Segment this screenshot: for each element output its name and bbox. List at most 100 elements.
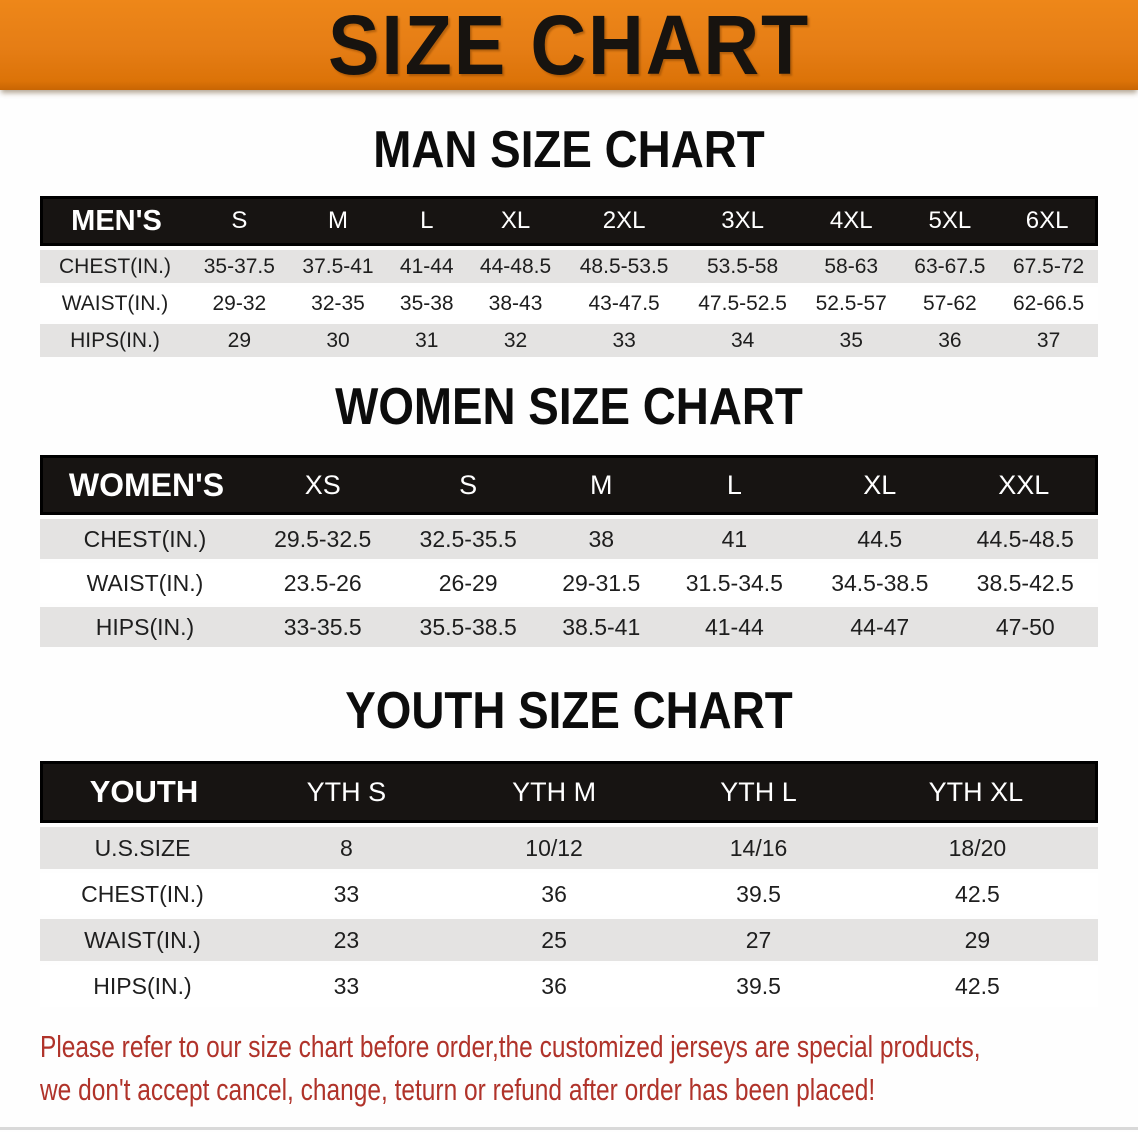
table-row: CHEST(IN.) 33 36 39.5 42.5 — [40, 873, 1098, 915]
size-value: 33-35.5 — [250, 607, 396, 647]
table-row: HIPS(IN.) 33 36 39.5 42.5 — [40, 965, 1098, 1007]
column-header: XL — [466, 196, 565, 246]
column-header: YTH L — [660, 761, 857, 823]
table-row: U.S.SIZE 8 10/12 14/16 18/20 — [40, 827, 1098, 869]
women-size-table: WOMEN'S XS S M L XL XXL CHEST(IN.) 29.5-32.5 32… — [40, 451, 1098, 651]
women-section-heading: WOMEN SIZE CHART — [335, 378, 803, 436]
size-value: 38-43 — [466, 287, 565, 320]
size-value: 43-47.5 — [564, 287, 684, 320]
size-value: 36 — [900, 324, 1000, 357]
size-value: 44.5 — [807, 519, 953, 559]
table-row: HIPS(IN.) 33-35.5 35.5-38.5 38.5-41 41-44 44-… — [40, 607, 1098, 647]
table-row: WAIST(IN.) 23 25 27 29 — [40, 919, 1098, 961]
size-value: 23.5-26 — [250, 563, 396, 603]
size-value: 44.5-48.5 — [952, 519, 1098, 559]
column-header: 6XL — [999, 196, 1098, 246]
size-value: 33 — [245, 965, 448, 1007]
size-value: 53.5-58 — [683, 250, 802, 283]
size-value: 44-47 — [807, 607, 953, 647]
row-label: HIPS(IN.) — [40, 607, 250, 647]
column-header: S — [190, 196, 289, 246]
women-corner-label: WOMEN'S — [40, 455, 250, 515]
column-header: M — [288, 196, 388, 246]
size-value: 42.5 — [856, 873, 1098, 915]
women-table-body: CHEST(IN.) 29.5-32.5 32.5-35.5 38 41 44.5 44.5… — [40, 519, 1098, 647]
size-value: 63-67.5 — [900, 250, 1000, 283]
size-value: 32-35 — [288, 287, 388, 320]
size-value: 18/20 — [856, 827, 1098, 869]
size-value: 29-32 — [190, 287, 289, 320]
row-label: HIPS(IN.) — [40, 324, 190, 357]
size-value: 39.5 — [660, 873, 857, 915]
column-header: 5XL — [900, 196, 1000, 246]
men-header-row: MEN'S S M L XL 2XL 3XL 4XL 5XL 6XL — [40, 196, 1098, 246]
bottom-edge-line — [0, 1127, 1138, 1130]
disclaimer: Please refer to our size chart before or… — [40, 1025, 1138, 1111]
youth-header-row: YOUTH YTH S YTH M YTH L YTH XL — [40, 761, 1098, 823]
column-header: XXL — [952, 455, 1098, 515]
column-header: 2XL — [564, 196, 684, 246]
size-value: 37 — [999, 324, 1098, 357]
men-table-body: CHEST(IN.) 35-37.5 37.5-41 41-44 44-48.5 48.5… — [40, 250, 1098, 357]
size-value: 30 — [288, 324, 388, 357]
size-value: 34.5-38.5 — [807, 563, 953, 603]
column-header: YTH S — [245, 761, 448, 823]
table-row: HIPS(IN.) 29 30 31 32 33 34 35 36 37 — [40, 324, 1098, 357]
column-header: L — [387, 196, 467, 246]
men-corner-label: MEN'S — [40, 196, 190, 246]
size-value: 44-48.5 — [466, 250, 565, 283]
size-value: 33 — [245, 873, 448, 915]
size-value: 67.5-72 — [999, 250, 1098, 283]
row-label: WAIST(IN.) — [40, 919, 245, 961]
size-value: 39.5 — [660, 965, 857, 1007]
row-label: WAIST(IN.) — [40, 563, 250, 603]
row-label: CHEST(IN.) — [40, 250, 190, 283]
column-header: XS — [250, 455, 396, 515]
size-value: 52.5-57 — [801, 287, 901, 320]
table-row: WAIST(IN.) 29-32 32-35 35-38 38-43 43-47.5 47.… — [40, 287, 1098, 320]
size-value: 47.5-52.5 — [683, 287, 802, 320]
column-header: S — [395, 455, 541, 515]
table-row: CHEST(IN.) 35-37.5 37.5-41 41-44 44-48.5 48.5… — [40, 250, 1098, 283]
men-size-section: MAN SIZE CHART MEN'S S M L XL 2XL 3XL 4XL 5XL 6X… — [0, 124, 1138, 361]
men-section-heading: MAN SIZE CHART — [373, 121, 765, 179]
size-value: 41 — [661, 519, 808, 559]
size-value: 41-44 — [661, 607, 808, 647]
size-value: 41-44 — [387, 250, 467, 283]
row-label: CHEST(IN.) — [40, 519, 250, 559]
youth-size-table: YOUTH YTH S YTH M YTH L YTH XL U.S.SIZE 8 10/… — [40, 757, 1098, 1011]
row-label: WAIST(IN.) — [40, 287, 190, 320]
size-value: 35 — [801, 324, 901, 357]
size-value: 35-38 — [387, 287, 467, 320]
size-value: 8 — [245, 827, 448, 869]
banner-title: SIZE CHART — [327, 0, 811, 92]
size-value: 58-63 — [801, 250, 901, 283]
size-value: 57-62 — [900, 287, 1000, 320]
women-header-row: WOMEN'S XS S M L XL XXL — [40, 455, 1098, 515]
size-value: 37.5-41 — [288, 250, 388, 283]
banner: SIZE CHART — [0, 0, 1138, 90]
size-value: 25 — [447, 919, 661, 961]
row-label: U.S.SIZE — [40, 827, 245, 869]
size-value: 36 — [447, 873, 661, 915]
disclaimer-line-1: Please refer to our size chart before or… — [40, 1029, 981, 1064]
size-value: 14/16 — [660, 827, 857, 869]
size-value: 31 — [387, 324, 467, 357]
size-value: 32.5-35.5 — [395, 519, 541, 559]
column-header: XL — [807, 455, 953, 515]
column-header: 4XL — [801, 196, 901, 246]
size-value: 23 — [245, 919, 448, 961]
size-value: 38.5-41 — [540, 607, 662, 647]
size-value: 26-29 — [395, 563, 541, 603]
row-label: CHEST(IN.) — [40, 873, 245, 915]
column-header: L — [661, 455, 808, 515]
size-value: 48.5-53.5 — [564, 250, 684, 283]
size-value: 42.5 — [856, 965, 1098, 1007]
women-size-section: WOMEN SIZE CHART WOMEN'S XS S M L XL XXL CHES… — [0, 381, 1138, 651]
size-value: 10/12 — [447, 827, 661, 869]
size-value: 38 — [540, 519, 662, 559]
youth-section-heading: YOUTH SIZE CHART — [345, 682, 793, 740]
disclaimer-line-2: we don't accept cancel, change, teturn o… — [40, 1072, 876, 1107]
size-value: 29.5-32.5 — [250, 519, 396, 559]
